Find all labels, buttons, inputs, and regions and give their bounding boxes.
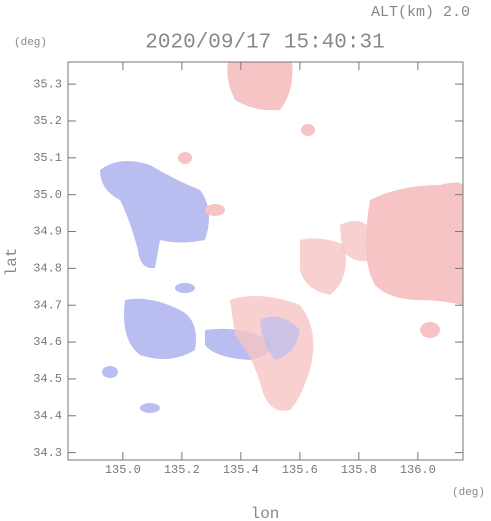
- y-tick-label: 35.0: [33, 188, 62, 202]
- plot-frame: [67, 61, 464, 461]
- radar-echoes: [100, 62, 463, 413]
- x-unit: (deg): [452, 487, 485, 499]
- altitude-label: ALT(km) 2.0: [371, 4, 470, 21]
- x-tick-label: 135.6: [282, 463, 318, 477]
- y-tick-label: 34.7: [33, 298, 62, 312]
- y-tick-label: 34.3: [33, 446, 62, 460]
- y-tick-label: 34.6: [33, 335, 62, 349]
- chart-title: 2020/09/17 15:40:31: [145, 32, 384, 55]
- y-tick-label: 34.5: [33, 372, 62, 386]
- y-tick-label: 34.9: [33, 225, 62, 239]
- x-tick-label: 135.2: [164, 463, 200, 477]
- x-axis-label: lon: [251, 505, 280, 521]
- y-tick-label: 35.3: [33, 77, 62, 91]
- y-unit: (deg): [14, 37, 47, 49]
- y-tick-label: 34.4: [33, 409, 62, 423]
- y-tick-label: 35.2: [33, 114, 62, 128]
- x-tick-label: 136.0: [400, 463, 436, 477]
- y-tick-label: 34.8: [33, 262, 62, 276]
- x-tick-label: 135.8: [341, 463, 377, 477]
- y-tick-label: 35.1: [33, 151, 62, 165]
- x-tick-label: 135.0: [105, 463, 141, 477]
- y-axis-label: lat: [3, 248, 21, 277]
- x-tick-label: 135.4: [223, 463, 259, 477]
